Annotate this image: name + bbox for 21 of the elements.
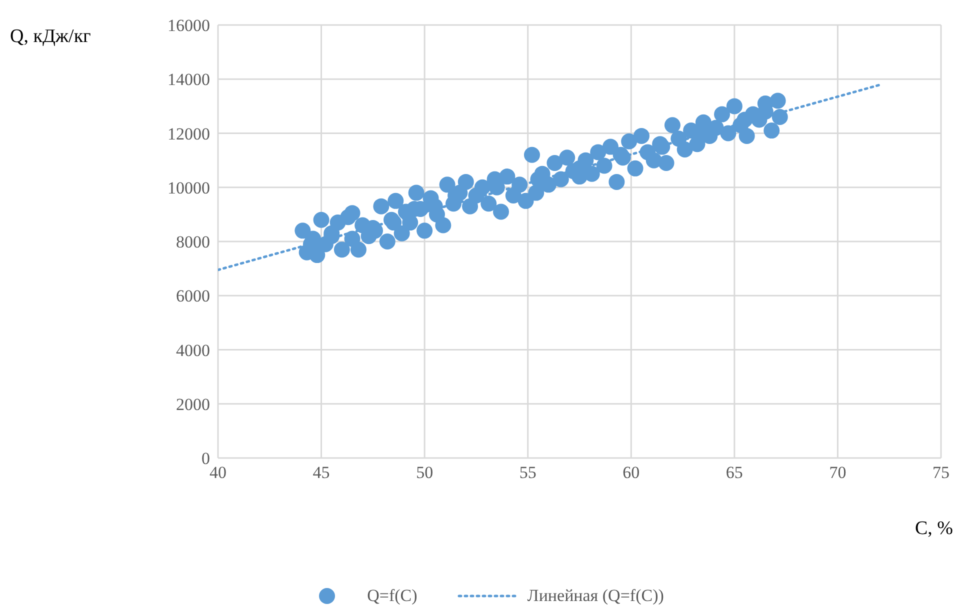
x-tick-label: 65: [726, 463, 743, 482]
y-tick-label: 4000: [176, 340, 210, 360]
x-tick-label: 50: [416, 463, 434, 482]
y-tick-label: 8000: [176, 232, 210, 252]
x-tick-label: 75: [932, 463, 950, 482]
legend-label: Q=f(C): [367, 586, 418, 606]
y-tick-label: 6000: [176, 286, 210, 306]
y-axis-title: Q, кДж/кг: [10, 26, 91, 48]
y-tick-label: 14000: [168, 70, 210, 90]
y-tick-label: 10000: [168, 178, 210, 198]
x-tick-label: 60: [622, 463, 640, 482]
x-tick-label: 45: [312, 463, 330, 482]
x-axis-title: C, %: [915, 518, 953, 540]
x-tick-label: 40: [210, 463, 226, 482]
x-tick-label: 70: [829, 463, 846, 482]
y-tick-label: 16000: [168, 16, 210, 36]
y-tick-label: 0: [202, 449, 210, 468]
y-tick-label: 12000: [168, 124, 210, 144]
y-tick-label: 2000: [176, 394, 210, 414]
x-tick-label: 55: [519, 463, 536, 482]
legend-label: Линейная (Q=f(C)): [527, 586, 664, 606]
